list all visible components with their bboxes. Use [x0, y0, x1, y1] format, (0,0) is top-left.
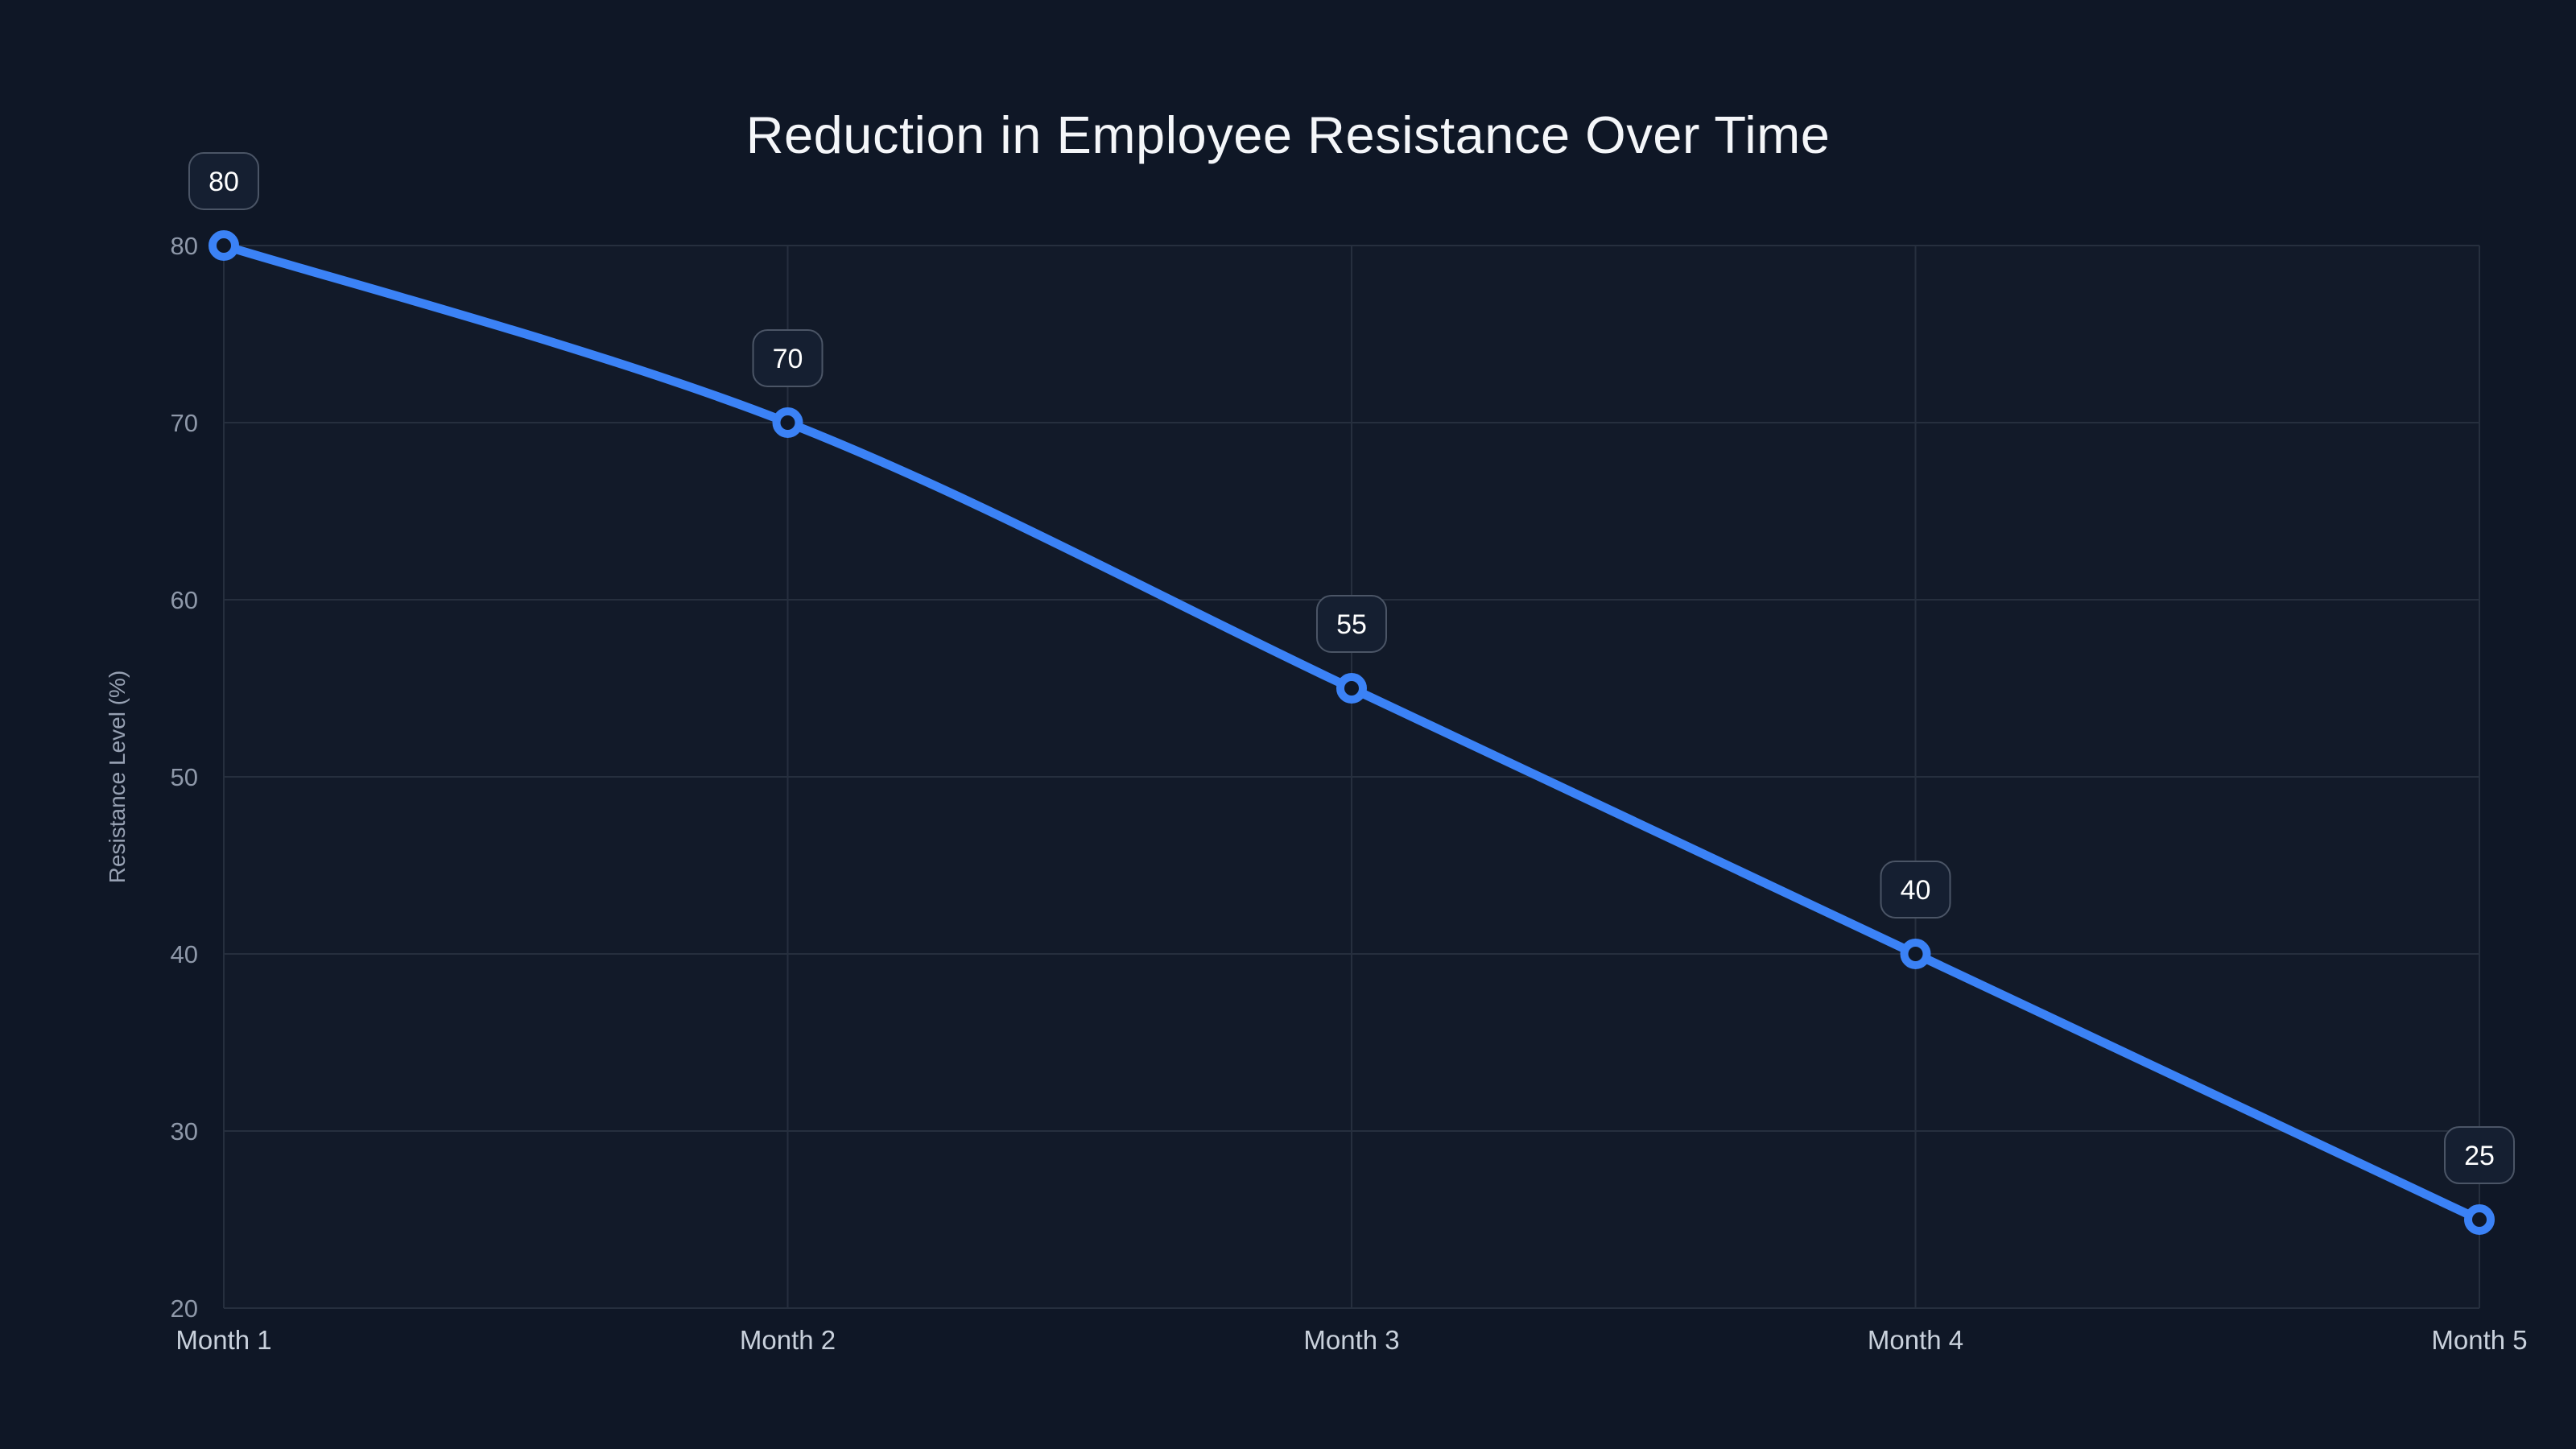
data-point-label-text: 25	[2464, 1141, 2495, 1171]
y-tick-label: 30	[171, 1117, 198, 1146]
data-point	[1900, 939, 1931, 969]
data-point	[772, 407, 803, 438]
data-point-label: 25	[2444, 1126, 2515, 1184]
data-point-label-text: 40	[1901, 875, 1931, 906]
x-tick-label: Month 5	[2431, 1325, 2527, 1355]
x-tick-label: Month 3	[1303, 1325, 1399, 1355]
chart-title: Reduction in Employee Resistance Over Ti…	[745, 105, 1831, 164]
data-point-label: 40	[1880, 861, 1951, 919]
data-point-label-box	[752, 329, 824, 387]
y-tick-label: 20	[171, 1294, 198, 1323]
data-point	[208, 230, 239, 261]
data-point-label-text: 55	[1336, 609, 1367, 640]
data-point-label-text: 70	[773, 344, 803, 374]
data-point-label-box	[1316, 595, 1387, 653]
x-tick-label: Month 1	[175, 1325, 271, 1355]
x-tick-label: Month 2	[740, 1325, 836, 1355]
y-tick-label: 70	[171, 409, 198, 437]
y-tick-label: 40	[171, 940, 198, 968]
data-point-label-box	[2444, 1126, 2515, 1184]
data-point-label-box	[1880, 861, 1951, 919]
data-point	[1336, 673, 1367, 704]
y-tick-label: 50	[171, 763, 198, 791]
y-tick-label: 80	[171, 232, 198, 260]
data-point-label: 70	[752, 329, 824, 387]
data-point	[2464, 1204, 2495, 1235]
data-point-label: 55	[1316, 595, 1387, 653]
data-point-label-box	[188, 152, 259, 210]
data-point-label-text: 80	[208, 167, 239, 197]
y-tick-label: 60	[171, 586, 198, 614]
data-point-label: 80	[188, 152, 259, 210]
x-tick-label: Month 4	[1868, 1325, 1963, 1355]
